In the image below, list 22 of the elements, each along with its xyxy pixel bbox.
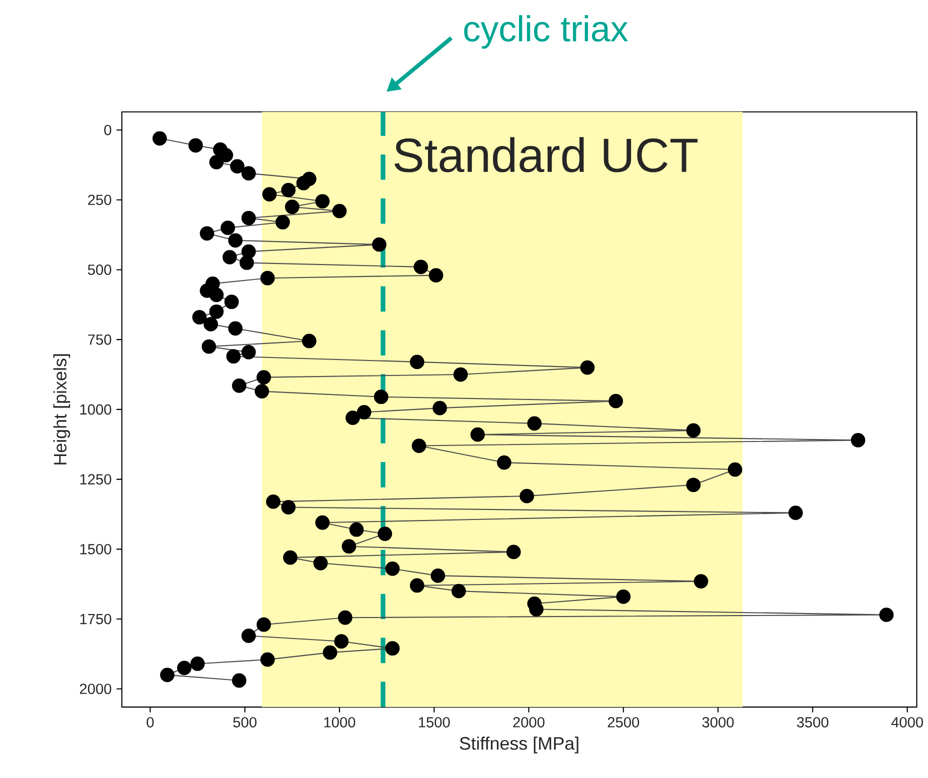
- y-tick-label: 1250: [80, 474, 112, 485]
- x-tick-label: 3500: [796, 717, 828, 728]
- x-tick-label: 4000: [891, 717, 923, 728]
- x-tick-label: 1000: [324, 717, 356, 728]
- y-tick-label: 1000: [80, 404, 112, 415]
- x-tick-label: 2500: [608, 717, 640, 728]
- y-tick-label: 250: [88, 194, 112, 206]
- y-tick-label: 1750: [80, 614, 112, 624]
- y-axis-title: Height [pixels]: [53, 354, 70, 464]
- y-tick-label: 2000: [80, 684, 112, 694]
- x-tick-label: 2000: [513, 717, 544, 728]
- y-tick-label: 0: [104, 124, 112, 136]
- x-tick-label: 3000: [702, 717, 734, 728]
- x-tick-label: 500: [233, 717, 256, 728]
- x-tick-label: 1500: [418, 717, 450, 728]
- x-tick-label: 0: [146, 717, 154, 728]
- y-tick-label: 500: [88, 264, 112, 275]
- ref-line-label: cyclic triax: [464, 15, 628, 49]
- y-tick-label: 1500: [80, 544, 112, 554]
- x-axis-title: Stiffness [MPa]: [460, 736, 578, 754]
- band-label: Standard UCT: [394, 137, 698, 172]
- y-tick-label: 750: [88, 334, 112, 345]
